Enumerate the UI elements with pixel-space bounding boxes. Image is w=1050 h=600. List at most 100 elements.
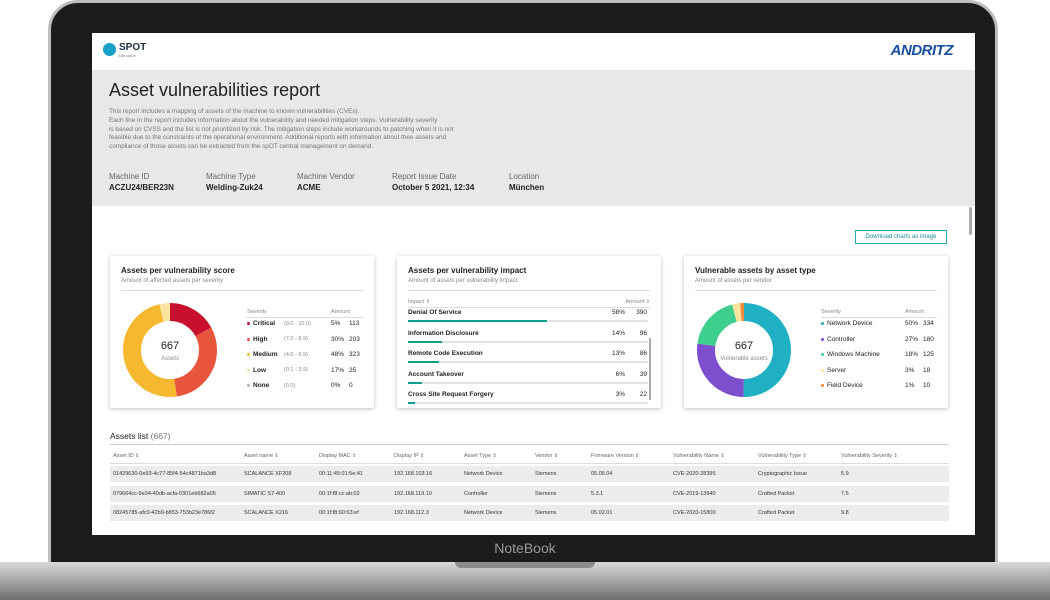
table-title: Assets list — [110, 431, 149, 441]
field-value: Welding-Zuk24 — [206, 183, 263, 192]
column-header[interactable]: Vulnerability Type — [758, 453, 807, 459]
table-cell: Crafted Packet — [758, 510, 795, 516]
description-line: compliance of those assets can be extrac… — [109, 143, 374, 151]
legend-rule — [247, 317, 363, 318]
legend-swatch — [247, 384, 250, 387]
legend-swatch — [821, 368, 824, 372]
column-header[interactable]: Vulnerability Severity — [841, 453, 898, 459]
legend-name: Windows Machine — [827, 351, 880, 358]
impact-name: Denial Of Service — [408, 309, 462, 316]
center-label: Assets — [161, 356, 179, 362]
table-cell: SCALANCE X216 — [244, 510, 289, 516]
scrollbar[interactable] — [969, 207, 972, 235]
legend-name: High — [253, 335, 268, 343]
column-header[interactable]: Vulnerability Name — [673, 453, 725, 459]
score-panel: Assets per vulnerability score Amount of … — [110, 256, 374, 408]
legend-name: Network Device — [827, 320, 873, 327]
legend-amount: 125 — [923, 351, 934, 358]
column-header[interactable]: Asset ID — [113, 453, 139, 459]
impact-amount: 86 — [639, 350, 647, 357]
panel-title: Vulnerable assets by asset type — [695, 266, 816, 275]
impact-percent: 13% — [611, 350, 625, 357]
donut: 667 Vulnerable assets — [697, 303, 791, 397]
table-row-bg — [110, 466, 949, 482]
field-value: October 5 2021, 12:34 — [392, 183, 475, 192]
bar-track — [408, 340, 648, 343]
impact-name: Remote Code Execution — [408, 350, 483, 357]
table-cell: CVE-2020-15800 — [673, 510, 716, 516]
legend-name: Server — [827, 366, 847, 374]
bar-track — [408, 381, 648, 384]
center-value: 667 — [161, 340, 179, 352]
legend-amount: 0 — [349, 382, 353, 389]
table-cell: Siemens — [535, 510, 557, 516]
column-header: Severity — [247, 309, 267, 315]
legend-percent: 18% — [905, 351, 919, 358]
legend-percent: 5% — [331, 320, 341, 327]
panel-rule — [695, 290, 937, 291]
table-cell: 5.3.1 — [591, 490, 604, 497]
report-header: Asset vulnerabilities report This report… — [92, 70, 975, 206]
donut-segment — [123, 303, 217, 397]
column-header[interactable]: Display IP — [394, 453, 424, 459]
impact-name: Information Disclosure — [408, 329, 479, 337]
legend-amount: 203 — [349, 335, 360, 343]
panel-title: Assets per vulnerability score — [121, 266, 235, 275]
panel-subtitle: Amount of assets per vendor — [695, 278, 772, 284]
table-cell: CVE-2019-13940 — [673, 490, 716, 497]
table-cell: SCALANCE XF208 — [244, 471, 292, 477]
impact-bar — [408, 402, 416, 404]
impact-percent: 6% — [615, 370, 625, 378]
table-cell: 192.168.103.16 — [394, 471, 433, 477]
table-row-bg — [110, 485, 949, 502]
legend-swatch — [247, 353, 250, 356]
column-header[interactable]: Firmware Version — [591, 453, 639, 459]
donut-segment — [697, 303, 791, 397]
table-cell: Crafted Packet — [758, 490, 795, 497]
table-cell: 00:1f:f8:cc:ab:02 — [319, 490, 360, 497]
description: This report includes a mapping of assets… — [109, 108, 453, 152]
legend-percent: 27% — [905, 335, 919, 343]
legend-name: Critical — [253, 320, 276, 327]
column-header[interactable]: Asset Type — [464, 453, 497, 459]
field-label: Machine Type — [206, 172, 256, 181]
column-header[interactable]: Asset name — [244, 453, 279, 459]
column-header[interactable]: Vendor — [535, 453, 558, 459]
legend-swatch — [247, 322, 250, 325]
table-cell: 00:11:45:01:5e:41 — [319, 471, 363, 477]
table-cell: 00:1f:f8:60:63:ef — [319, 510, 359, 516]
legend-rule — [821, 317, 937, 318]
table-cell: 7.5 — [841, 490, 849, 497]
panel-scrollbar[interactable] — [649, 338, 651, 400]
table-cell: 5.9 — [841, 471, 849, 477]
donut-segment — [123, 303, 217, 397]
legend-range: (0.0) — [284, 382, 296, 389]
legend-amount: 113 — [349, 320, 360, 327]
table-cell: 08245785-afc0-42b9-b853-753b23e786f2 — [113, 510, 215, 516]
panel-title: Assets per vulnerability impact — [408, 266, 527, 275]
table-cell: Controller — [464, 490, 488, 497]
header-rule — [408, 307, 650, 308]
table-cell: CVE-2020-28395 — [673, 471, 716, 477]
impact-percent: 3% — [615, 391, 625, 398]
table-rule — [110, 444, 949, 445]
legend-range: (9.0 - 10.0) — [284, 320, 311, 327]
field-label: Report Issue Date — [392, 172, 457, 181]
impact-panel: Assets per vulnerability impact Amount of… — [397, 256, 661, 408]
download-button[interactable]: Download charts as image — [855, 230, 947, 244]
top-bar: SPOT Life cycle ANDRITZ — [92, 33, 975, 70]
legend-swatch — [821, 384, 824, 387]
donut: 667 Assets — [123, 303, 217, 397]
table-cell: 01429630-0e93-4c77-85f4-54c4871ba3d8 — [113, 471, 217, 477]
impact-percent: 14% — [611, 329, 625, 337]
column-header[interactable]: Display MAC — [319, 453, 356, 459]
legend-range: (7.0 - 8.9) — [284, 336, 308, 342]
legend-name: Controller — [827, 335, 856, 343]
legend-percent: 1% — [905, 382, 915, 389]
legend-swatch — [247, 337, 250, 341]
brand-logo: ANDRITZ — [890, 42, 954, 59]
laptop-base — [0, 562, 1050, 600]
screen: SPOT Life cycle ANDRITZ Asset vulnerabil… — [92, 33, 975, 535]
description-line: is based on CVSS and the list is not pri… — [109, 125, 454, 133]
